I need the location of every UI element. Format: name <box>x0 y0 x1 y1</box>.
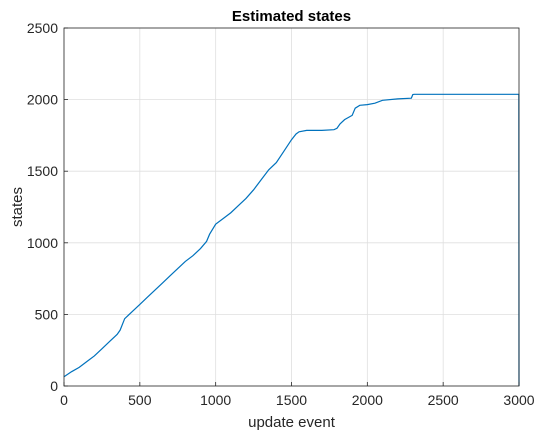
x-tick-label: 2000 <box>352 392 383 408</box>
y-tick-label: 2500 <box>27 20 58 36</box>
x-tick-label: 2500 <box>428 392 459 408</box>
x-axis: 0 500 1000 1500 2000 2500 3000 <box>60 382 535 408</box>
y-axis: 0 500 1000 1500 2000 2500 <box>27 20 68 394</box>
x-tick-label: 1500 <box>276 392 307 408</box>
x-axis-label: update event <box>248 414 336 431</box>
chart-title: Estimated states <box>232 8 351 25</box>
x-tick-label: 3000 <box>503 392 534 408</box>
y-tick-label: 2000 <box>27 92 58 108</box>
y-axis-label: states <box>9 187 26 227</box>
series-line <box>63 93 520 387</box>
y-tick-label: 1000 <box>27 235 58 251</box>
x-tick-label: 1000 <box>200 392 231 408</box>
y-tick-label: 0 <box>50 378 58 394</box>
y-tick-label: 1500 <box>27 163 58 179</box>
y-tick-label: 500 <box>35 306 59 322</box>
x-tick-label: 500 <box>128 392 152 408</box>
x-tick-label: 0 <box>60 392 68 408</box>
